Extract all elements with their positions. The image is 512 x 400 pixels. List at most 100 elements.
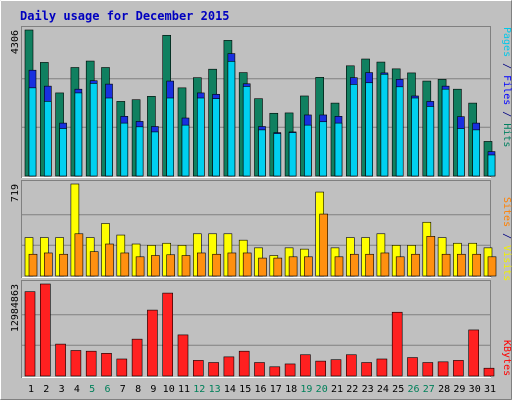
bar-pages-day-24	[380, 73, 389, 177]
bar-kbytes-day-10	[162, 292, 173, 377]
day-label-12: 12	[193, 384, 205, 395]
bar-pages-day-21	[334, 122, 343, 177]
legend-mid: Sites / Visits	[501, 197, 512, 281]
bar-sites-day-19	[304, 256, 313, 277]
grid-bot	[22, 314, 490, 346]
bar-sites-day-8	[135, 256, 145, 277]
panel-sites-visits: 719 Sites / Visits	[10, 180, 512, 281]
bar-kbytes-day-29	[453, 360, 464, 377]
bar-kbytes-day-12	[193, 360, 204, 377]
day-label-8: 8	[135, 384, 141, 395]
bar-sites-day-24	[380, 252, 390, 277]
bar-kbytes-day-27	[422, 362, 434, 377]
bar-pages-day-9	[151, 131, 159, 177]
day-label-25: 25	[392, 384, 404, 395]
bar-pages-day-3	[59, 128, 67, 177]
day-axis-labels: 1 2 3 4 5 6 7 8 9 10 11 12 13 14 15 16 17 18 19 20 21 22 23 24 2…	[28, 384, 496, 395]
day-label-22: 22	[346, 384, 358, 395]
legend-item: Pages	[501, 27, 512, 57]
bar-sites-day-5	[89, 251, 99, 277]
bar-kbytes-day-17	[269, 366, 281, 377]
bar-pages-day-4	[74, 92, 83, 177]
day-label-26: 26	[407, 384, 419, 395]
day-label-24: 24	[377, 384, 389, 395]
bar-pages-day-29	[457, 128, 465, 177]
day-label-15: 15	[239, 384, 251, 395]
bar-pages-day-20	[319, 121, 328, 177]
bar-pages-day-1	[28, 87, 37, 177]
day-label-1: 1	[28, 384, 34, 395]
bar-kbytes-day-14	[223, 356, 235, 377]
day-label-4: 4	[74, 384, 80, 395]
bar-pages-day-31	[487, 154, 496, 177]
bar-sites-day-21	[334, 256, 344, 277]
bar-sites-day-30	[472, 253, 482, 277]
bars-mid	[24, 183, 497, 277]
bar-pages-day-28	[441, 88, 450, 177]
legend-item: Sites	[501, 197, 512, 227]
bar-sites-day-27	[426, 236, 436, 277]
day-label-28: 28	[438, 384, 450, 395]
max-label-top: 4306	[10, 30, 21, 54]
bar-pages-day-7	[120, 122, 129, 177]
bar-kbytes-day-20	[315, 360, 327, 377]
day-label-14: 14	[224, 384, 236, 395]
bar-pages-day-12	[197, 97, 205, 177]
bar-sites-day-18	[288, 256, 298, 277]
bar-sites-day-2	[43, 252, 53, 277]
bar-kbytes-day-5	[85, 350, 97, 377]
bar-kbytes-day-18	[284, 363, 296, 377]
bar-pages-day-15	[242, 86, 251, 177]
bar-pages-day-2	[43, 101, 52, 177]
bar-pages-day-6	[105, 97, 113, 177]
day-label-16: 16	[254, 384, 266, 395]
day-label-29: 29	[453, 384, 465, 395]
bar-pages-day-23	[365, 82, 373, 177]
legend-item: Files	[501, 75, 512, 105]
bar-sites-day-14	[227, 252, 237, 277]
bar-kbytes-day-24	[376, 358, 388, 377]
bar-sites-day-4	[74, 233, 84, 277]
bar-pages-day-22	[349, 84, 358, 177]
bar-pages-day-14	[227, 61, 236, 177]
bar-kbytes-day-3	[55, 343, 66, 377]
day-label-6: 6	[104, 384, 110, 395]
bar-pages-day-19	[304, 124, 312, 177]
day-label-3: 3	[59, 384, 65, 395]
day-label-19: 19	[300, 384, 312, 395]
day-label-9: 9	[150, 384, 156, 395]
bar-kbytes-day-9	[147, 309, 158, 377]
bar-sites-day-11	[181, 255, 191, 277]
max-label-mid: 719	[10, 184, 21, 202]
bar-kbytes-day-23	[361, 362, 372, 377]
day-label-5: 5	[89, 384, 95, 395]
bar-kbytes-day-19	[300, 354, 311, 377]
bar-pages-day-11	[181, 124, 190, 177]
bar-sites-day-25	[395, 256, 405, 277]
bar-sites-day-16	[258, 257, 267, 277]
bar-sites-day-20	[319, 213, 329, 277]
legend-item: /	[501, 227, 512, 245]
bar-sites-day-1	[28, 253, 38, 277]
day-label-27: 27	[423, 384, 435, 395]
legend-bot: KBytes	[501, 340, 512, 376]
legend-item: /	[501, 105, 512, 123]
day-label-13: 13	[209, 384, 221, 395]
bar-kbytes-day-13	[208, 362, 219, 377]
day-label-11: 11	[178, 384, 190, 395]
day-label-31: 31	[484, 384, 496, 395]
day-label-23: 23	[362, 384, 374, 395]
bar-sites-day-13	[212, 253, 221, 277]
bar-sites-day-15	[242, 252, 252, 277]
bar-sites-day-29	[457, 253, 466, 277]
bar-pages-day-25	[395, 86, 404, 177]
legend-item: /	[501, 57, 512, 75]
day-label-2: 2	[43, 384, 49, 395]
day-label-30: 30	[469, 384, 481, 395]
bar-kbytes-day-22	[345, 354, 357, 377]
bar-kbytes-day-7	[116, 358, 128, 377]
panel-pages-files-hits: 4306 Pages / Files / Hits	[10, 26, 512, 178]
panel-kbytes: 12984863 KBytes	[10, 280, 512, 378]
bar-pages-day-30	[472, 129, 481, 177]
